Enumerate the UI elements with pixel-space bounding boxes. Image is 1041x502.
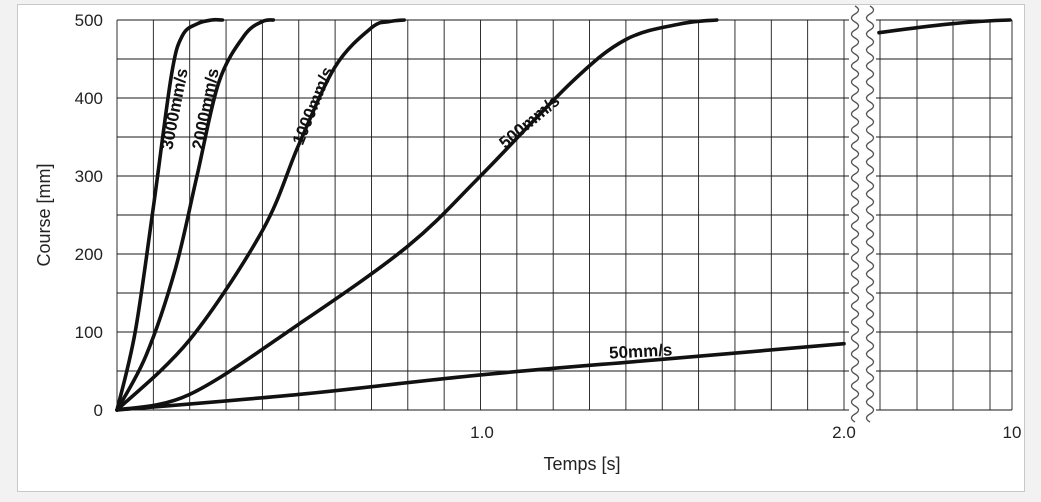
curve-label-3000mm-s: 3000mm/s <box>157 67 191 151</box>
y-tick-label-100: 100 <box>75 323 103 342</box>
series-line-3000mm-s <box>115 17 225 412</box>
y-tick-label-300: 300 <box>75 167 103 186</box>
break-wave-left <box>850 5 860 423</box>
x-tick-label-2: 2.0 <box>832 423 856 442</box>
y-tick-label-200: 200 <box>75 245 103 264</box>
break-gap <box>849 6 876 414</box>
series-line-2000mm-s <box>115 18 276 412</box>
x-tick-label-3: 10 <box>1003 423 1022 442</box>
x-axis-title: Temps [s] <box>543 454 620 474</box>
series-line-50mm-s <box>115 341 846 412</box>
tail-segment <box>877 18 1012 35</box>
break-wave-right <box>865 5 875 423</box>
y-tick-label-400: 400 <box>75 89 103 108</box>
curves <box>115 17 1012 412</box>
axis-break <box>849 5 876 423</box>
series-line-500mm-s <box>115 18 719 412</box>
grid <box>116 19 1013 411</box>
y-tick-label-500: 500 <box>75 11 103 30</box>
x-tick-labels: 1.0 2.0 10 <box>470 423 1021 442</box>
curve-label-2000mm-s: 2000mm/s <box>188 67 222 151</box>
y-tick-label-0: 0 <box>94 401 103 420</box>
curve-label-50mm-s: 50mm/s <box>609 340 673 362</box>
curve-label-1000mm-s: 1000mm/s <box>289 64 337 147</box>
series-line-1000mm-s <box>115 18 406 412</box>
x-tick-label-1: 1.0 <box>470 423 494 442</box>
y-axis-title: Course [mm] <box>34 163 54 266</box>
y-tick-labels: 0 100 200 300 400 500 <box>75 11 103 420</box>
